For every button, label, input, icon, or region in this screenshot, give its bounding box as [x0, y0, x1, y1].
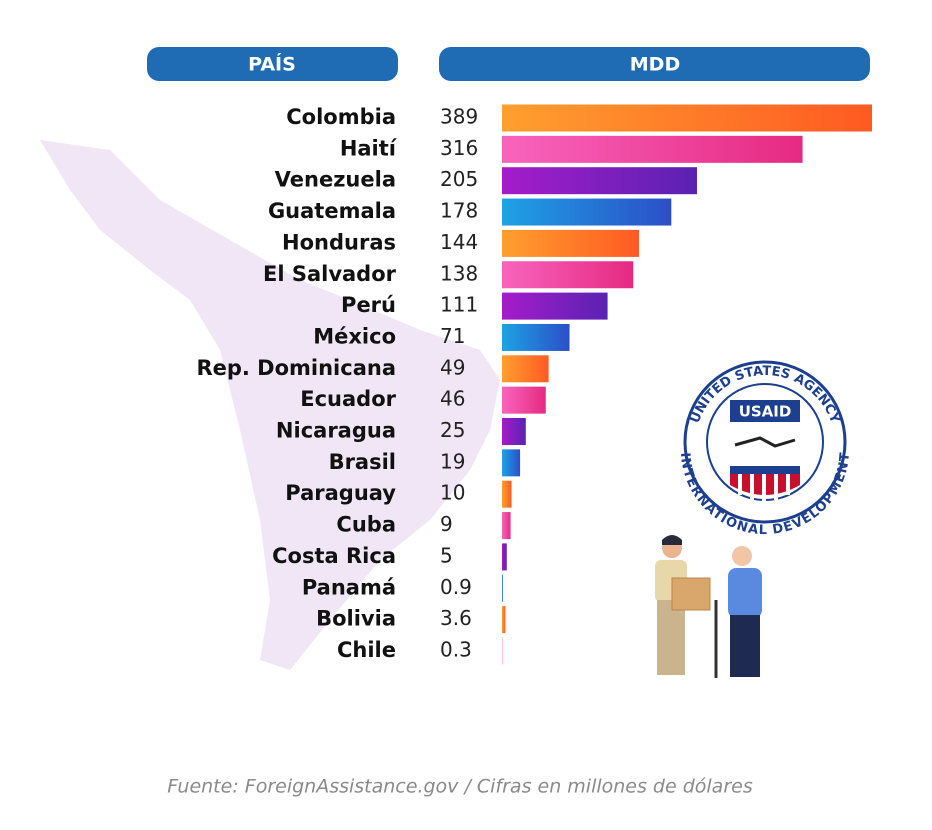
- category-label: Venezuela: [275, 168, 396, 192]
- bar: [502, 387, 546, 414]
- bar: [502, 105, 872, 132]
- category-label: México: [313, 324, 396, 348]
- category-label: Costa Rica: [272, 544, 396, 568]
- bar: [502, 230, 639, 257]
- column-header: MDD: [630, 54, 680, 76]
- value-label: 71: [440, 324, 465, 348]
- category-label: Brasil: [329, 450, 396, 474]
- value-label: 19: [440, 449, 465, 473]
- category-label: Perú: [341, 293, 396, 317]
- category-label: El Salvador: [263, 262, 397, 286]
- category-label: Haití: [340, 136, 398, 160]
- category-label: Paraguay: [285, 481, 396, 505]
- category-label: Bolivia: [316, 607, 396, 631]
- bar: [502, 167, 697, 194]
- value-label: 46: [440, 387, 465, 411]
- value-label: 5: [440, 543, 453, 567]
- value-label: 0.9: [440, 575, 472, 599]
- bar: [502, 575, 503, 602]
- value-label: 178: [440, 199, 478, 223]
- value-label: 111: [440, 293, 478, 317]
- value-label: 10: [440, 481, 465, 505]
- logo-name: USAID: [739, 403, 792, 421]
- value-label: 3.6: [440, 606, 472, 630]
- category-label: Honduras: [282, 230, 396, 254]
- bar: [502, 261, 633, 288]
- bar: [502, 512, 511, 539]
- column-header: PAÍS: [248, 53, 296, 76]
- usaid-logo: UNITED STATES AGENCY INTERNATIONAL DEVEL…: [677, 362, 853, 538]
- bar: [502, 449, 520, 476]
- bar: [502, 324, 570, 351]
- footnote: Fuente: ForeignAssistance.gov / Cifras e…: [167, 776, 753, 798]
- value-label: 389: [440, 105, 478, 129]
- category-label: Colombia: [286, 105, 396, 129]
- value-label: 205: [440, 167, 478, 191]
- value-label: 25: [440, 418, 465, 442]
- value-label: 138: [440, 261, 478, 285]
- bar: [502, 136, 803, 163]
- bar: [502, 606, 505, 633]
- value-label: 49: [440, 355, 465, 379]
- bar: [502, 293, 608, 320]
- category-label: Guatemala: [268, 199, 396, 223]
- illustration: [655, 535, 762, 678]
- category-label: Ecuador: [300, 387, 396, 411]
- category-label: Chile: [337, 638, 396, 662]
- bar: [502, 418, 526, 445]
- category-label: Cuba: [336, 513, 396, 537]
- bar: [502, 481, 512, 508]
- value-label: 316: [440, 136, 478, 160]
- value-label: 9: [440, 512, 453, 536]
- category-label: Panamá: [302, 575, 396, 599]
- bar: [502, 199, 671, 226]
- value-label: 144: [440, 230, 478, 254]
- value-label: 0.3: [440, 637, 472, 661]
- bar: [502, 355, 549, 382]
- category-label: Nicaragua: [276, 419, 396, 443]
- bar: [502, 543, 507, 570]
- category-label: Rep. Dominicana: [196, 356, 396, 380]
